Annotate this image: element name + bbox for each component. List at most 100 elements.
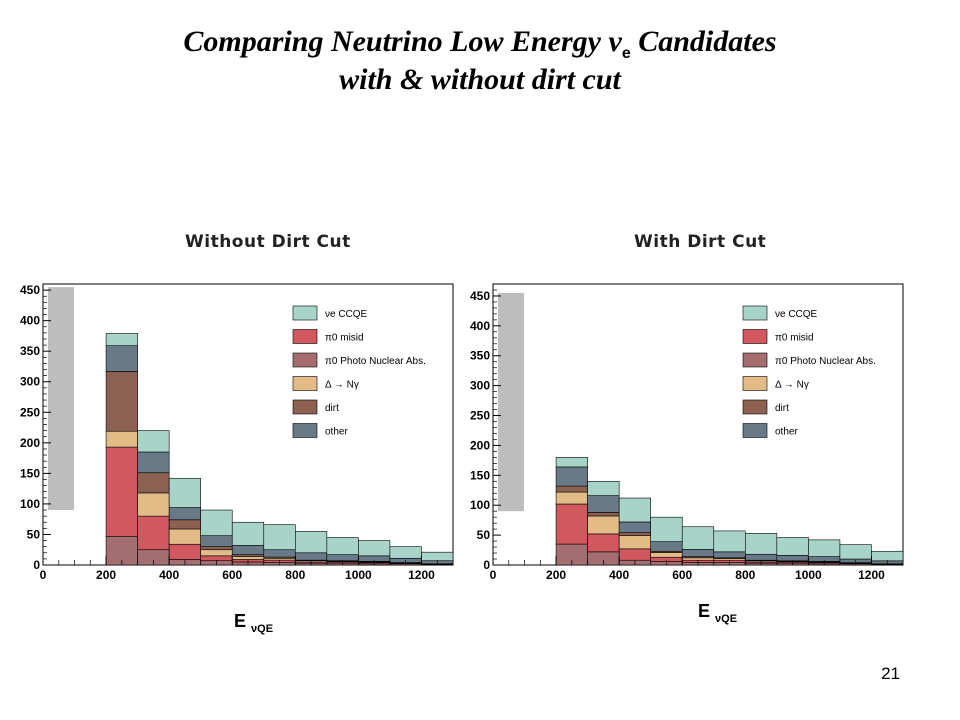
bar-other-bin-6	[295, 552, 328, 561]
legend-label-delta: Δ → Nγ	[775, 380, 809, 391]
bar-nue_ccqe-bin-1	[137, 430, 170, 453]
bar-nue_ccqe-bin-3	[650, 516, 683, 542]
x-tick-label: 1200	[408, 568, 435, 580]
bar-other-bin-0	[105, 345, 138, 372]
legend-swatch-pi0_misid	[742, 329, 768, 344]
bar-delta-bin-3	[200, 549, 233, 557]
y-tick-label: 250	[20, 405, 40, 419]
x-tick-label: 1000	[795, 568, 822, 580]
bar-pi0_misid-bin-3	[200, 555, 233, 562]
bar-nue_ccqe-bin-6	[745, 533, 778, 555]
right-x-axis-label: E νQE	[698, 601, 738, 625]
y-tick-label: 100	[470, 498, 490, 512]
y-tick-label: 450	[20, 283, 40, 297]
x-tick-label: 200	[546, 568, 566, 580]
legend-swatch-pi0_photo	[742, 352, 768, 368]
y-tick-label: 50	[477, 528, 491, 542]
legend-label-other: other	[325, 427, 348, 438]
legend-label-pi0_misid: π0 misid	[325, 333, 364, 344]
legend-label-dirt: dirt	[775, 403, 789, 414]
right-chart-title: With Dirt Cut	[634, 232, 767, 252]
bar-nue_ccqe-bin-9	[839, 544, 872, 560]
y-tick-label: 400	[20, 314, 40, 328]
legend-label-pi0_photo: π0 Photo Nuclear Abs.	[775, 356, 876, 367]
y-tick-label: 350	[470, 349, 490, 363]
y-tick-label: 50	[27, 527, 41, 541]
title-text-post: Candidates	[638, 25, 777, 58]
legend-swatch-delta	[292, 376, 318, 391]
x-tick-label: 600	[222, 568, 242, 580]
legend-swatch-pi0_photo	[292, 352, 318, 368]
legend-swatch-dirt	[742, 399, 768, 415]
bar-dirt-bin-3	[200, 546, 233, 551]
legend-box	[737, 300, 895, 446]
bar-other-bin-7	[326, 554, 359, 562]
right-histogram: 0 50 100 150 200 250 300 350 400 450 0 200 400 600 800…	[470, 283, 904, 580]
slide-title-line2: with & without dirt cut	[339, 63, 621, 96]
bar-nue_ccqe-bin-10	[421, 551, 454, 562]
x-tick-label: 400	[159, 568, 179, 580]
legend-label-pi0_photo: π0 Photo Nuclear Abs.	[325, 356, 426, 367]
bar-nue_ccqe-bin-5	[263, 524, 296, 551]
title-nu-subscript: e	[621, 45, 631, 62]
bar-dirt-bin-1	[587, 512, 620, 517]
bar-pi0_misid-bin-2	[168, 543, 201, 560]
bar-other-bin-1	[587, 495, 620, 513]
bar-other-bin-2	[168, 507, 201, 521]
bar-nue_ccqe-bin-4	[681, 526, 715, 550]
left-histogram: 0 50 100 150 200 250 300 350 400 450 0 200 400 600 800…	[20, 283, 454, 580]
x-tick-label: 800	[285, 568, 305, 580]
bar-delta-bin-3	[650, 552, 683, 558]
legend-label-nue_ccqe: νe CCQE	[325, 309, 368, 320]
bar-pi0_misid-bin-0	[555, 503, 588, 545]
bar-dirt-bin-0	[105, 371, 138, 432]
bar-other-bin-4	[231, 545, 265, 555]
bar-nue_ccqe-bin-10	[871, 550, 904, 562]
bar-nue_ccqe-bin-6	[295, 531, 328, 554]
y-tick-label: 0	[33, 558, 40, 572]
bar-nue_ccqe-bin-7	[776, 537, 809, 556]
bar-other-bin-3	[650, 541, 683, 552]
x-tick-label: 400	[609, 568, 629, 580]
bar-other-bin-5	[713, 551, 746, 559]
bar-delta-bin-0	[555, 491, 588, 505]
gray-overlay-strip	[498, 292, 524, 512]
bar-delta-bin-2	[168, 528, 201, 545]
bar-nue_ccqe-bin-2	[168, 477, 201, 508]
y-tick-label: 400	[470, 319, 490, 333]
legend-label-delta: Δ → Nγ	[325, 380, 359, 391]
bar-delta-bin-2	[618, 535, 651, 550]
bar-nue_ccqe-bin-8	[808, 539, 841, 557]
legend-swatch-dirt	[292, 399, 318, 415]
x-tick-label: 800	[735, 568, 755, 580]
legend-swatch-nue_ccqe	[742, 305, 768, 321]
bar-dirt-bin-1	[137, 472, 170, 494]
bar-delta-bin-0	[105, 430, 138, 448]
bar-other-bin-4	[681, 549, 715, 557]
legend-label-other: other	[775, 427, 798, 438]
y-tick-label: 150	[20, 466, 40, 480]
left-chart-title: Without Dirt Cut	[185, 232, 351, 252]
bar-nue_ccqe-bin-9	[389, 546, 422, 559]
bar-nue_ccqe-bin-0	[555, 457, 588, 468]
y-tick-label: 100	[20, 497, 40, 511]
bar-dirt-bin-2	[618, 532, 651, 537]
bar-delta-bin-4	[231, 556, 265, 560]
title-nu-symbol: ν	[608, 25, 622, 58]
legend-box	[287, 300, 445, 446]
y-tick-label: 200	[470, 438, 490, 452]
legend-swatch-delta	[742, 376, 768, 391]
x-tick-label: 200	[96, 568, 116, 580]
gray-overlay-strip	[48, 287, 74, 511]
legend: νe CCQE π0 misid π0 Photo Nuclear Abs. Δ → …	[737, 300, 895, 446]
legend: νe CCQE π0 misid π0 Photo Nuclear Abs. Δ → …	[287, 300, 445, 446]
legend-swatch-pi0_misid	[292, 329, 318, 344]
bar-nue_ccqe-bin-2	[618, 497, 651, 523]
bar-pi0_misid-bin-1	[137, 515, 170, 551]
bar-delta-bin-1	[137, 492, 170, 517]
y-tick-label: 150	[470, 468, 490, 482]
x-tick-label: 1200	[858, 568, 885, 580]
bar-pi0_misid-bin-1	[587, 533, 620, 553]
legend-label-nue_ccqe: νe CCQE	[775, 309, 818, 320]
legend-label-dirt: dirt	[325, 403, 339, 414]
